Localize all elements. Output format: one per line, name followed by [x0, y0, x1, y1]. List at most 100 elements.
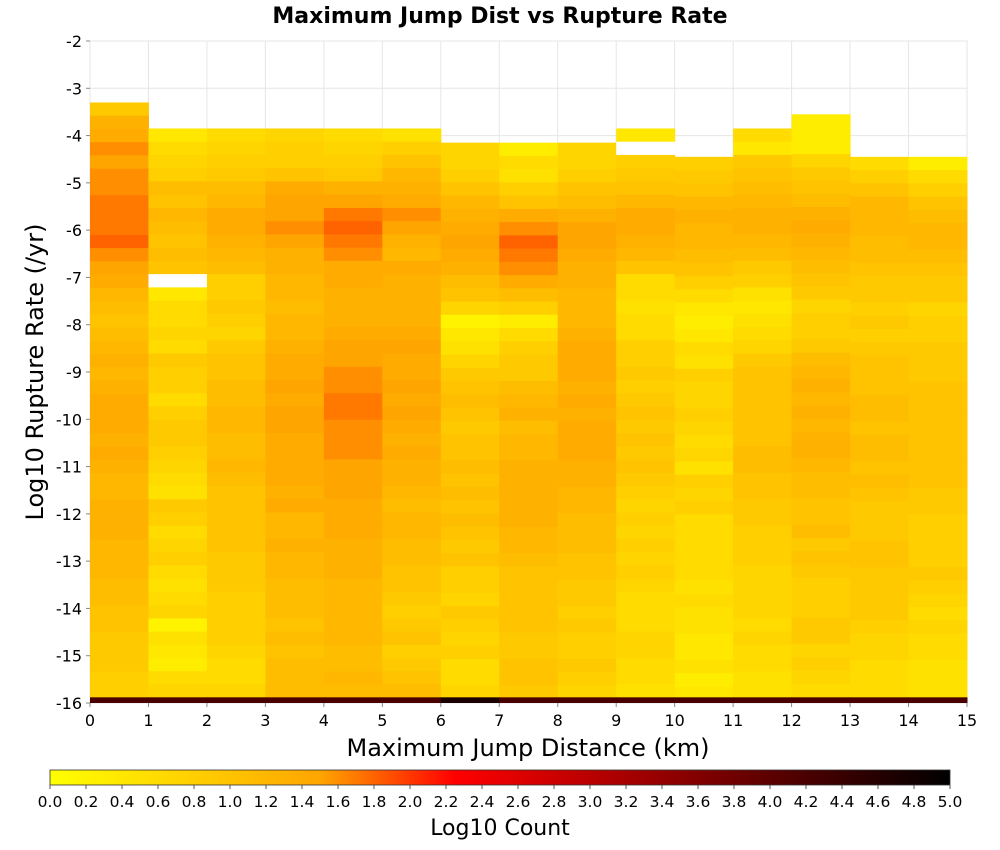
- heatmap-cell: [90, 433, 149, 448]
- heatmap-cell: [557, 553, 617, 567]
- heatmap-cell: [265, 419, 325, 434]
- heatmap-cell: [733, 274, 793, 288]
- heatmap-cell: [499, 208, 559, 223]
- heatmap-cell: [382, 154, 442, 169]
- heatmap-cell: [265, 631, 325, 646]
- colorbar-tick-label: 0.6: [146, 793, 171, 811]
- heatmap-cell: [733, 446, 793, 460]
- heatmap-cell: [791, 657, 851, 671]
- heatmap-cell: [616, 499, 676, 513]
- heatmap-cell: [90, 168, 149, 183]
- heatmap-cell: [499, 553, 559, 567]
- heatmap-cell: [206, 154, 266, 169]
- heatmap-cell: [499, 248, 559, 263]
- heatmap-cell: [90, 142, 149, 156]
- heatmap-cell: [908, 368, 968, 383]
- heatmap-cell: [674, 381, 734, 396]
- heatmap-cell: [557, 566, 617, 581]
- heatmap-bottom-cell: [499, 697, 559, 703]
- x-axis-ticks: 0 1 2 3 4 5 6 7 8 9 10 11 12 13 14 15: [85, 703, 977, 730]
- heatmap-cell: [90, 645, 149, 660]
- heatmap-cell: [440, 354, 500, 369]
- heatmap-cell: [323, 327, 383, 341]
- heatmap-cell: [90, 539, 149, 554]
- heatmap-cell: [616, 234, 676, 249]
- heatmap-cell: [850, 368, 910, 383]
- heatmap-cell: [791, 511, 851, 526]
- heatmap-cell: [733, 247, 793, 262]
- heatmap-cell: [206, 658, 266, 672]
- heatmap-cell: [908, 514, 968, 529]
- heatmap-cell: [382, 300, 442, 315]
- colorbar-tick-label: 1.4: [290, 793, 315, 811]
- heatmap-cell: [90, 592, 149, 607]
- heatmap-cell: [440, 261, 500, 276]
- heatmap-cell: [908, 567, 968, 582]
- heatmap-cell: [850, 156, 910, 171]
- heatmap-cell: [557, 592, 617, 607]
- heatmap-cell: [791, 564, 851, 579]
- heatmap-cell: [674, 395, 734, 409]
- heatmap-cell: [791, 405, 851, 420]
- x-tick-label: 14: [898, 711, 918, 730]
- heatmap-cell: [206, 353, 266, 368]
- heatmap-cell: [90, 314, 149, 329]
- heatmap-cell: [265, 313, 325, 328]
- heatmap-cell: [265, 618, 325, 633]
- heatmap-bottom-cell: [557, 697, 617, 703]
- heatmap-cell: [440, 275, 500, 289]
- heatmap-cell: [557, 672, 617, 687]
- heatmap-cell: [382, 247, 442, 262]
- heatmap-cell: [791, 471, 851, 486]
- heatmap-cell: [791, 206, 851, 221]
- heatmap-cell: [206, 578, 266, 593]
- x-tick-label: 4: [319, 711, 329, 730]
- heatmap-cell: [499, 367, 559, 382]
- heatmap-cell: [499, 275, 559, 289]
- heatmap-cell: [206, 565, 266, 580]
- heatmap-cell: [733, 207, 793, 222]
- heatmap-cell: [206, 313, 266, 328]
- heatmap-cell: [148, 300, 208, 315]
- y-tick-label: -11: [56, 458, 82, 477]
- heatmap-cell: [90, 486, 149, 501]
- heatmap-cell: [148, 221, 208, 235]
- heatmap-cell: [323, 154, 383, 169]
- heatmap-cell: [206, 168, 266, 182]
- heatmap-cell: [206, 552, 266, 566]
- heatmap-cell: [148, 207, 208, 222]
- heatmap-cell: [323, 234, 383, 249]
- heatmap-cell: [850, 223, 910, 237]
- heatmap-cell: [791, 445, 851, 460]
- heatmap-cell: [674, 487, 734, 502]
- heatmap-cell: [440, 539, 500, 554]
- heatmap-cell: [323, 406, 383, 421]
- heatmap-cell: [557, 169, 617, 183]
- heatmap-cell: [908, 408, 968, 423]
- heatmap-cell: [557, 526, 617, 541]
- heatmap-cell: [791, 312, 851, 327]
- heatmap-cell: [265, 181, 325, 196]
- heatmap-cell: [148, 432, 208, 447]
- heatmap-cell: [90, 287, 149, 302]
- heatmap-cell: [499, 354, 559, 369]
- heatmap-cell: [265, 565, 325, 580]
- heatmap-cell: [90, 301, 149, 315]
- heatmap-cell: [90, 605, 149, 620]
- heatmap-cell: [499, 222, 559, 236]
- heatmap-cell: [674, 355, 734, 370]
- heatmap-cell: [674, 633, 734, 648]
- heatmap-cell: [557, 195, 617, 210]
- heatmap-cell: [499, 195, 559, 210]
- heatmap-cell: [265, 207, 325, 222]
- colorbar-tick-label: 0.0: [38, 793, 63, 811]
- heatmap-cell: [850, 554, 910, 568]
- x-tick-label: 10: [664, 711, 684, 730]
- heatmap-cell: [733, 128, 793, 143]
- heatmap-cell: [323, 393, 383, 408]
- heatmap-cell: [733, 393, 793, 408]
- heatmap-cell: [265, 393, 325, 408]
- heatmap-cell: [733, 538, 793, 553]
- heatmap-cell: [382, 459, 442, 474]
- heatmap-cell: [850, 408, 910, 423]
